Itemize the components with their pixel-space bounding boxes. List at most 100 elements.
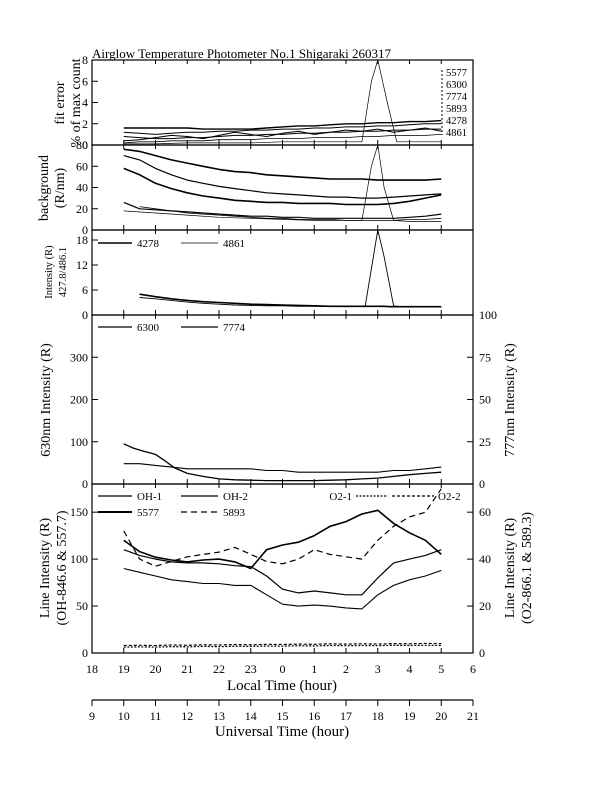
- line_int-y2tick-1: 20: [479, 599, 491, 613]
- fit-legend-5893: 5893: [446, 104, 467, 115]
- local-xtick-4: 22: [213, 662, 225, 676]
- fit-series-6300: [123, 123, 442, 135]
- fit-ytick-1: 2: [82, 117, 88, 131]
- short-ylabel-1: Intensity (R): [44, 245, 55, 299]
- universal-time-axis: 9 10 11 12 13 14 15 16 17 18 19 20 21 Universal Time…: [89, 699, 479, 740]
- ut-xtick-1: 10: [118, 709, 130, 723]
- bg-series-s5: [139, 206, 442, 221]
- int_630_777-ytick-1: 100: [70, 435, 88, 449]
- line-legend-5577: 5577: [137, 507, 160, 519]
- fit-legend-4861: 4861: [446, 128, 467, 139]
- int_630_777-series-7774: [123, 463, 442, 473]
- line_int-ytick-2: 100: [70, 552, 88, 566]
- short-legend-4861: 4861: [223, 238, 245, 250]
- local-xtick-10: 4: [407, 662, 413, 676]
- line-legend-o22: O2-2: [438, 491, 461, 503]
- local-xtick-5: 23: [245, 662, 257, 676]
- ut-xtick-6: 15: [277, 709, 289, 723]
- fit-legend-4278: 4278: [446, 116, 467, 127]
- local-xtick-1: 19: [118, 662, 130, 676]
- fit-ytick-3: 6: [82, 74, 88, 88]
- ut-xtick-9: 18: [372, 709, 384, 723]
- local-xtick-9: 3: [375, 662, 381, 676]
- fit-ytick-0: 0: [82, 138, 88, 152]
- i630-legend-6300: 6300: [137, 322, 160, 334]
- fit-ytick-4: 8: [82, 53, 88, 67]
- line-legend-oh1: OH-1: [137, 491, 162, 503]
- line-legend-oh2: OH-2: [223, 491, 248, 503]
- local-xtick-12: 6: [470, 662, 476, 676]
- int_short-series-4278: [139, 293, 442, 308]
- int_630_777-series-6300: [123, 443, 442, 482]
- local-xtick-11: 5: [438, 662, 444, 676]
- bg-ylabel-1: background: [37, 155, 52, 221]
- local-xtick-8: 2: [343, 662, 349, 676]
- fit-ylabel-1: fit error: [53, 81, 68, 124]
- fit-legend-6300: 6300: [446, 80, 467, 91]
- line_int-ytick-0: 0: [82, 646, 88, 660]
- local-xtick-7: 1: [311, 662, 317, 676]
- bg-ylabel-2: (R/nm): [53, 167, 68, 208]
- fit-series-7774: [123, 128, 442, 140]
- line_int-ytick-1: 50: [76, 599, 88, 613]
- ut-xtick-5: 14: [245, 709, 257, 723]
- bg-series-s6: [123, 144, 442, 222]
- bg-ytick-2: 40: [76, 181, 88, 195]
- ut-xtick-8: 17: [340, 709, 352, 723]
- int_630_777-ytick-0: 0: [82, 477, 88, 491]
- line-y2label-2: (O2-866.1 & 589.3): [520, 512, 535, 624]
- ut-xtick-10: 19: [404, 709, 416, 723]
- ut-xtick-7: 16: [308, 709, 320, 723]
- local-xtick-2: 20: [150, 662, 162, 676]
- line-legend-5893: 5893: [223, 507, 246, 519]
- ut-xtick-3: 12: [181, 709, 193, 723]
- ut-xtick-11: 20: [435, 709, 447, 723]
- figure-title: Airglow Temperature Photometer No.1 Shig…: [92, 46, 392, 61]
- fit-series-5893: [123, 127, 442, 142]
- line_int-ytick-3: 150: [70, 505, 88, 519]
- fit-series-5577: [123, 119, 442, 130]
- line-ylabel-1: Line Intensity (R): [38, 518, 53, 619]
- panel-background: background (R/nm) 0 20 40 60 80: [37, 138, 474, 237]
- bg-series-s2: [123, 155, 442, 199]
- short-legend-4278: 4278: [137, 238, 160, 250]
- local-xtick-0: 18: [86, 662, 98, 676]
- bg-ytick-3: 60: [76, 159, 88, 173]
- bg-ytick-1: 20: [76, 202, 88, 216]
- line_int-series-O2-2: [123, 642, 442, 647]
- bg-ytick-4: 80: [76, 138, 88, 152]
- line-legend-o21: O2-1: [329, 491, 352, 503]
- i630-ylabel: 630nm Intensity (R): [39, 343, 54, 457]
- ut-xtick-12: 21: [467, 709, 479, 723]
- int_short-ytick-0: 0: [82, 308, 88, 322]
- local-time-xlabel: Local Time (hour): [227, 678, 337, 694]
- fit-series-4861: [123, 59, 442, 145]
- fit-series-4278: [123, 134, 442, 144]
- line_int-series-OH-2: [123, 549, 442, 596]
- int_630_777-ytick-2: 200: [70, 393, 88, 407]
- line_int-y2tick-2: 40: [479, 552, 491, 566]
- fit-ylabel-2: % of max count: [69, 58, 84, 147]
- line-ylabel-2: (OH-846.6 & 557.7): [55, 510, 70, 625]
- universal-time-xlabel: Universal Time (hour): [215, 724, 349, 740]
- int_short-ytick-3: 18: [76, 233, 88, 247]
- panel-fit-error: fit error % of max count 0 2 4 6 8 5577 6300…: [53, 53, 474, 152]
- fit-legend-7774: 7774: [446, 92, 468, 103]
- int_short-ytick-2: 12: [76, 258, 88, 272]
- ut-xtick-4: 13: [213, 709, 225, 723]
- i777-ylabel: 777nm Intensity (R): [503, 343, 518, 457]
- panel-intensity-4278-4861: Intensity (R) 427.8/486.1 0 6 12 18 4278 48…: [44, 229, 474, 322]
- line_int-y2tick-0: 0: [479, 646, 485, 660]
- bg-series-s3: [123, 167, 442, 206]
- local-time-axis: 18 19 20 21 22 23 0 1 2 3 4 5 6 Local Time (hour): [86, 662, 476, 694]
- int_short-series-4861: [139, 229, 442, 308]
- int_630_777-ytick-3: 300: [70, 350, 88, 364]
- bg-series-s4: [123, 201, 442, 219]
- int_630_777-y2tick-2: 50: [479, 393, 491, 407]
- short-ylabel-2: 427.8/486.1: [58, 247, 69, 297]
- ut-xtick-2: 11: [150, 709, 162, 723]
- fit-legend-5577: 5577: [446, 68, 467, 79]
- bg-series-s1: [123, 148, 442, 181]
- line-y2label-1: Line Intensity (R): [503, 518, 518, 619]
